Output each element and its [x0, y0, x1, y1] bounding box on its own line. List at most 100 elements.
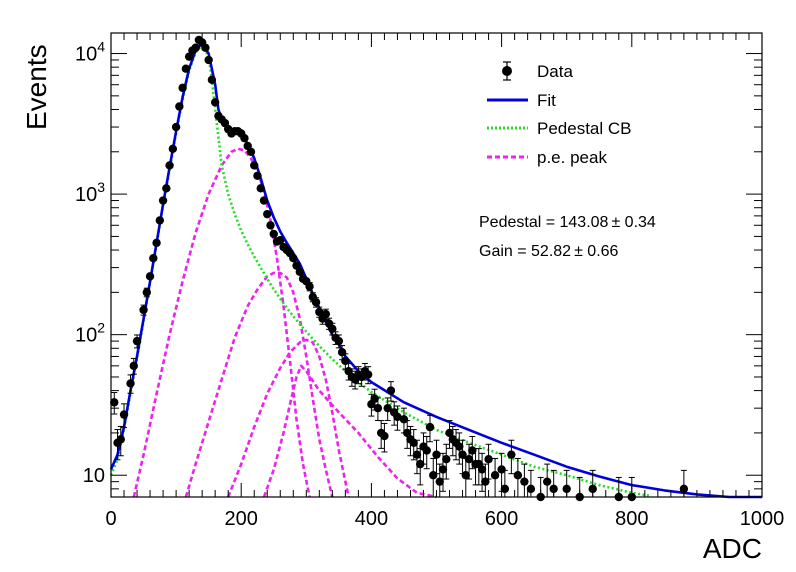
data-point [337, 348, 347, 357]
data-point [520, 477, 529, 486]
data-point [588, 484, 597, 494]
data-point [442, 455, 451, 464]
data-point [409, 438, 418, 448]
data-point [266, 221, 275, 230]
data-point [461, 471, 470, 480]
data-point [207, 75, 217, 85]
y-tick-base: 10 [75, 44, 97, 66]
legend-label-pedestal: Pedestal CB [537, 119, 632, 138]
legend-label-fit: Fit [537, 91, 556, 110]
x-tick-label: 400 [355, 508, 388, 530]
y-tick-exponent: 4 [97, 39, 105, 55]
data-point [393, 412, 402, 422]
data-point [458, 450, 467, 459]
data-point [403, 428, 412, 438]
data-point [289, 253, 298, 263]
data-point [432, 450, 441, 459]
data-point [250, 161, 259, 170]
x-tick-label: 800 [615, 508, 648, 530]
data-point [321, 309, 331, 319]
y-tick-base: 10 [75, 325, 97, 347]
stat-gain-value: 52.82 [531, 243, 571, 260]
data-point [334, 336, 344, 346]
stats-box: Pedestal = 143.08 ± 0.34 Gain = 52.82 ± 0.… [479, 214, 656, 260]
x-tick-label: 600 [485, 508, 518, 530]
data-point [259, 196, 269, 205]
data-point [158, 196, 168, 205]
data-point [305, 282, 314, 291]
data-point [513, 471, 523, 480]
stat-gain-error: ± 0.66 [574, 243, 618, 260]
data-points-layer [110, 35, 689, 502]
data-point [149, 253, 158, 263]
data-point [145, 272, 155, 281]
data-point [162, 184, 171, 193]
data-point [269, 229, 278, 239]
data-point [490, 471, 500, 480]
data-point [292, 261, 301, 270]
data-point [380, 431, 389, 441]
stat-pedestal-value: 143.08 [560, 214, 609, 231]
x-tick-label: 0 [105, 508, 116, 530]
y-tick-label: 102 [75, 320, 105, 347]
stat-pedestal-label: Pedestal = [479, 214, 560, 231]
data-point [152, 238, 161, 248]
data-point [383, 403, 392, 413]
data-point [464, 455, 474, 464]
data-point [315, 307, 324, 317]
data-point [435, 477, 444, 486]
data-point [119, 410, 129, 419]
data-point [126, 379, 135, 388]
data-point [276, 235, 285, 245]
data-point [438, 465, 448, 474]
data-point [311, 298, 321, 307]
data-point [412, 450, 422, 459]
legend-label-pe-peak: p.e. peak [537, 148, 607, 167]
data-point [542, 477, 552, 486]
data-point [132, 336, 142, 346]
data-point [191, 43, 200, 52]
data-point [455, 442, 464, 451]
data-point [363, 370, 373, 379]
y-axis-title: Events [21, 44, 52, 130]
y-tick-label: 104 [75, 39, 105, 66]
data-point [481, 477, 490, 486]
data-point [201, 43, 210, 52]
curve-p-e-peak-1 [132, 147, 311, 498]
data-point [549, 484, 558, 494]
curve-p-e-peak-tail [262, 364, 437, 499]
data-point [171, 122, 181, 132]
data-point [386, 386, 396, 395]
data-point [399, 415, 409, 424]
y-tick-exponent: 3 [97, 179, 105, 195]
data-point [246, 147, 256, 156]
data-point [240, 133, 249, 143]
legend-entry-fit: Fit [487, 91, 556, 110]
stat-gain-label: Gain = [479, 243, 531, 260]
legend-label-data: Data [537, 62, 573, 81]
curve-p-e-peak-2 [184, 271, 334, 498]
data-point [373, 403, 383, 413]
data-point [507, 450, 516, 459]
legend-entry-data: Data [502, 61, 573, 81]
data-point [500, 484, 510, 494]
y-tick-label: 10 [83, 465, 105, 487]
data-point [497, 465, 506, 474]
data-point [256, 184, 265, 193]
data-point [328, 324, 337, 334]
stat-gain: Gain = 52.82 ± 0.66 [479, 243, 619, 260]
y-tick-exponent: 2 [97, 320, 105, 336]
x-tick-label: 1000 [740, 508, 785, 530]
y-tick-label: 103 [75, 179, 105, 206]
data-point [155, 216, 165, 225]
data-point [165, 161, 174, 170]
legend-entry-pe-peak: p.e. peak [487, 148, 607, 167]
data-point [181, 64, 191, 73]
x-tick-label: 200 [225, 508, 258, 530]
curve-p-e-peak-3 [226, 338, 350, 498]
data-point [562, 484, 571, 494]
data-point [263, 209, 272, 219]
stat-pedestal: Pedestal = 143.08 ± 0.34 [479, 214, 656, 231]
